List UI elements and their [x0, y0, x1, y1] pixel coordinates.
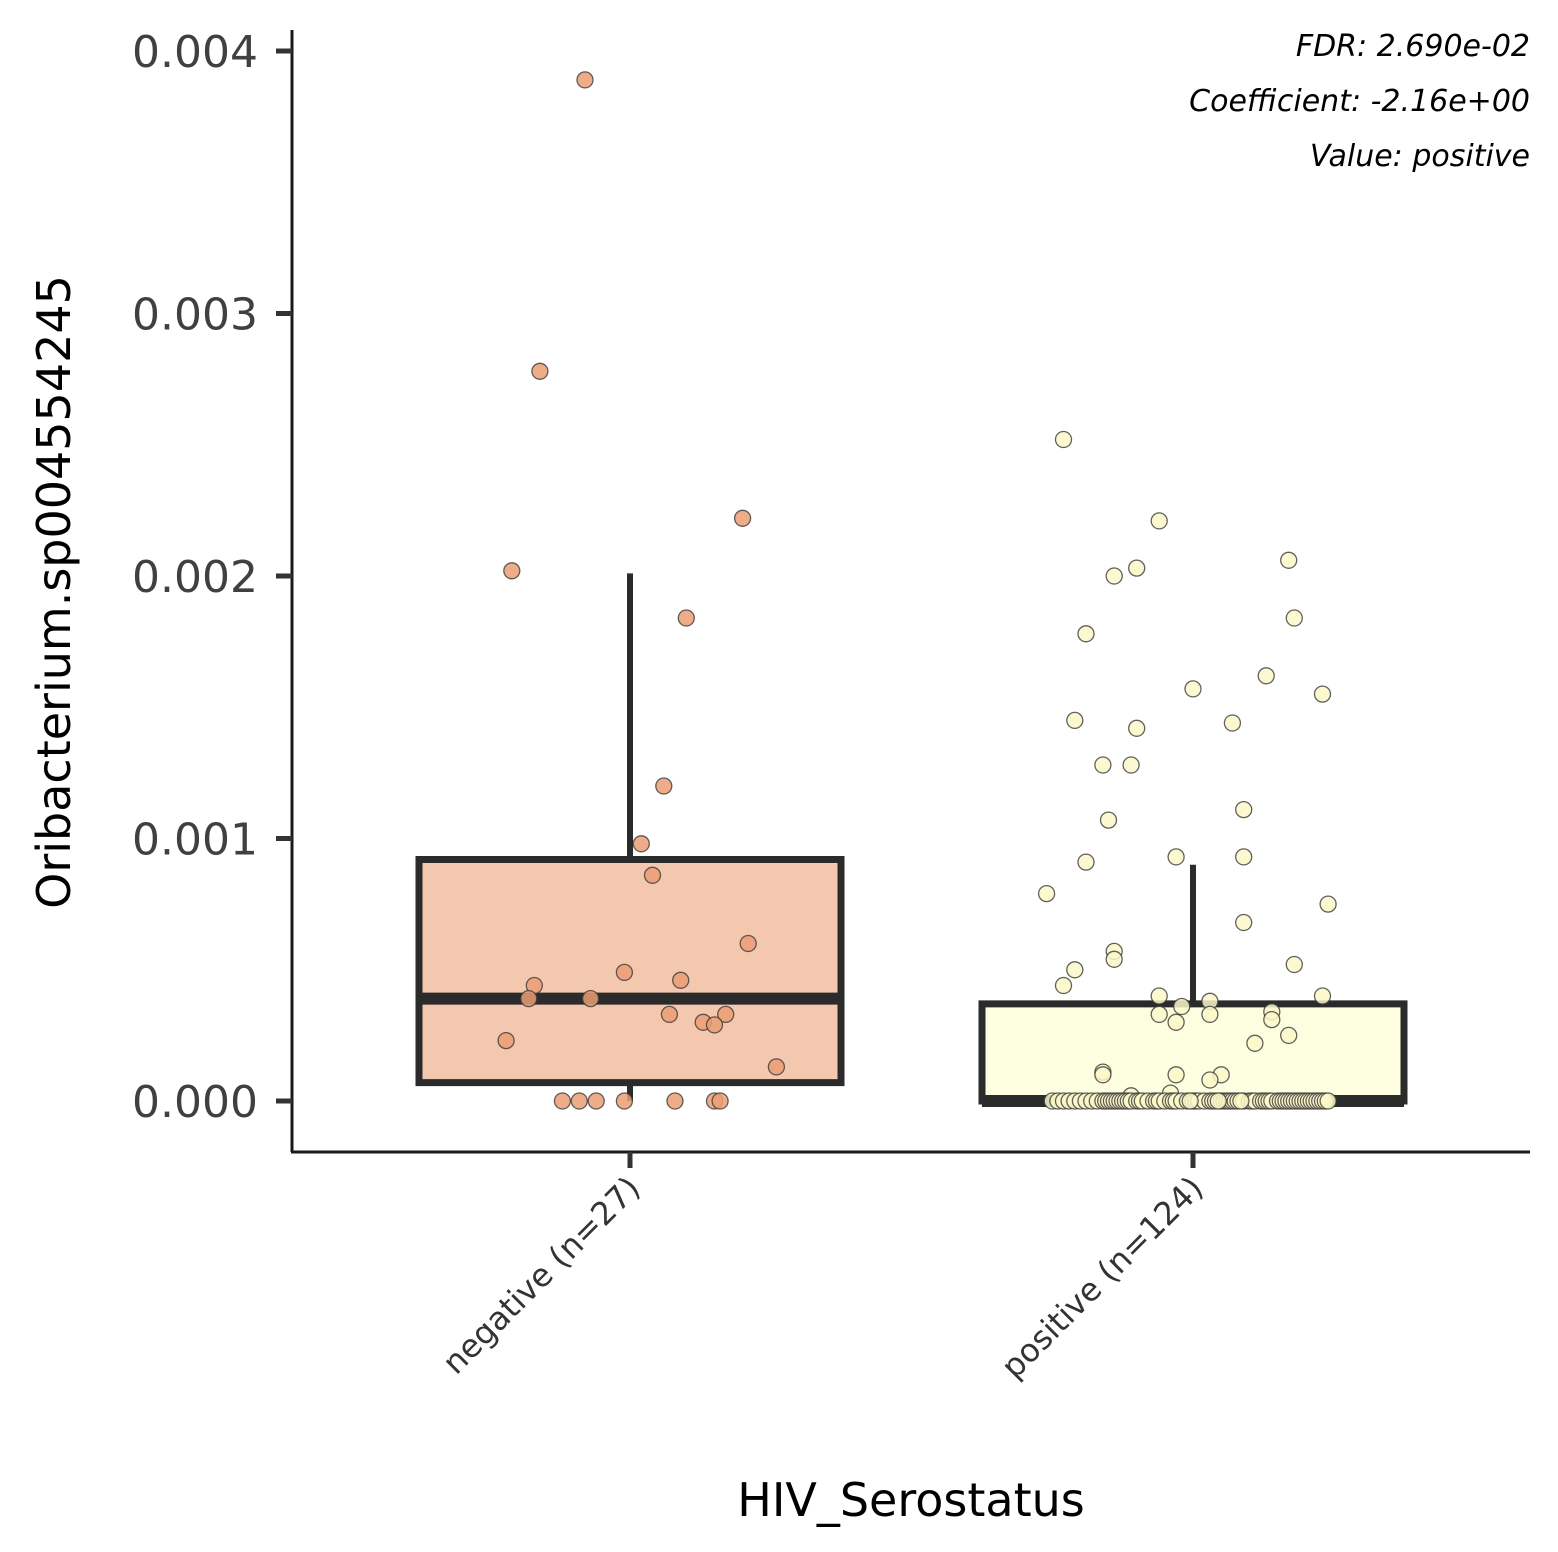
data-point [615, 963, 634, 982]
data-point [1280, 1026, 1298, 1045]
data-point [1184, 680, 1202, 698]
data-point [767, 1058, 786, 1076]
data-point [1201, 1005, 1219, 1024]
data-point [1037, 884, 1056, 903]
data-point [733, 509, 752, 527]
data-point [615, 1092, 634, 1110]
data-point [1128, 559, 1146, 577]
data-point [1235, 913, 1253, 932]
x-ticks: negative (n=27) positive (n=124) [435, 1152, 1211, 1386]
data-point [531, 362, 549, 380]
data-point [1122, 756, 1140, 774]
data-point [1235, 848, 1253, 866]
data-point [1223, 714, 1242, 732]
data-point [1128, 719, 1146, 737]
data-point [587, 1092, 605, 1110]
data-point [1077, 853, 1095, 871]
data-point [1235, 800, 1253, 819]
data-point [1167, 848, 1185, 866]
data-point [1066, 961, 1084, 979]
y-tick-label: 0.002 [132, 552, 258, 603]
data-point [503, 562, 521, 580]
x-tick-label: negative (n=27) [435, 1169, 648, 1382]
data-point [1209, 1092, 1227, 1110]
data-point [1257, 667, 1275, 685]
annotation-value: Value: positive [1310, 139, 1530, 174]
data-point [1263, 1010, 1281, 1029]
data-point [1246, 1034, 1264, 1052]
data-point [1280, 551, 1298, 569]
data-point [739, 934, 757, 953]
data-point [1319, 1092, 1337, 1110]
data-point [1285, 609, 1303, 627]
data-point [705, 1016, 724, 1034]
data-point [553, 1092, 572, 1110]
data-point [1066, 711, 1084, 730]
data-point [666, 1092, 684, 1110]
data-point [1319, 895, 1337, 913]
data-point [1077, 625, 1095, 643]
data-point [632, 835, 650, 853]
y-axis-title: Oribacterium.sp004554245 [27, 275, 81, 909]
box-iqr [978, 1000, 1408, 1105]
annotation-coefficient: Coefficient: -2.16e+00 [1189, 84, 1530, 119]
data-point [655, 777, 673, 795]
data-point [570, 1092, 588, 1110]
box-negative [415, 573, 845, 1101]
data-point [1150, 1005, 1168, 1024]
data-point [1099, 811, 1118, 829]
annotation-fdr: FDR: 2.690e-02 [1296, 29, 1530, 64]
data-point [677, 609, 695, 627]
data-point [1232, 1092, 1250, 1110]
x-tick-label: positive (n=124) [994, 1169, 1211, 1386]
data-point [1173, 997, 1191, 1016]
boxes-layer [415, 573, 1408, 1107]
y-tick-label: 0.000 [132, 1077, 258, 1128]
data-point [1285, 955, 1303, 974]
data-point [520, 989, 538, 1008]
data-point [1150, 987, 1168, 1005]
data-point [1094, 1066, 1112, 1084]
y-tick-label: 0.001 [132, 815, 258, 866]
data-point [1054, 976, 1073, 995]
data-point [576, 71, 594, 89]
data-point [1105, 567, 1123, 585]
data-point [1054, 430, 1073, 449]
data-point [1094, 756, 1112, 774]
data-point [1105, 950, 1123, 968]
y-tick-label: 0.003 [132, 290, 258, 341]
data-point [1167, 1066, 1185, 1084]
data-point [581, 989, 600, 1008]
data-point [1150, 512, 1168, 530]
data-point [1167, 1013, 1185, 1031]
data-point [660, 1005, 679, 1024]
points-layer [497, 71, 1337, 1110]
data-point [1181, 1092, 1199, 1110]
data-point [1313, 685, 1332, 703]
x-axis-title: HIV_Serostatus [737, 1473, 1085, 1527]
data-point [672, 971, 690, 989]
data-point [1313, 987, 1332, 1005]
data-point [1201, 1071, 1219, 1089]
data-point [497, 1031, 515, 1050]
data-point [717, 1005, 735, 1024]
y-ticks: 0.000 0.001 0.002 0.003 0.004 [132, 27, 292, 1128]
data-point [643, 866, 662, 884]
axes-layer [290, 30, 1530, 1154]
y-tick-label: 0.004 [132, 27, 258, 78]
data-point [711, 1092, 729, 1110]
